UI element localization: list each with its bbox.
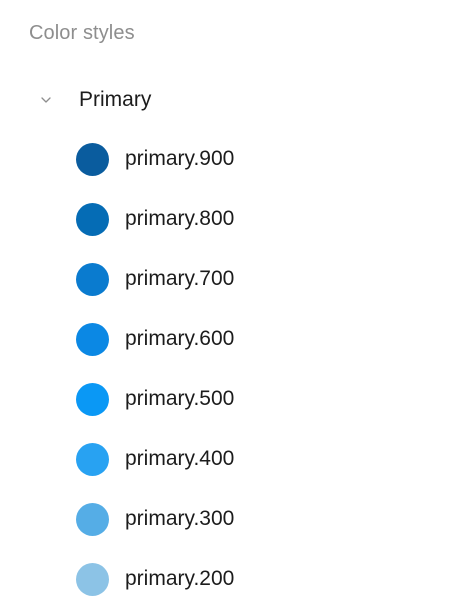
color-style-list: primary.900 primary.800 primary.700 prim… xyxy=(0,139,474,604)
color-style-label: primary.900 xyxy=(125,147,235,170)
color-style-item[interactable]: primary.600 xyxy=(0,319,474,379)
color-style-label: primary.800 xyxy=(125,207,235,230)
color-style-label: primary.300 xyxy=(125,507,235,530)
color-swatch xyxy=(76,443,109,476)
color-style-item[interactable]: primary.200 xyxy=(0,559,474,604)
color-swatch xyxy=(76,203,109,236)
color-swatch xyxy=(76,323,109,356)
group-label: Primary xyxy=(79,88,152,111)
color-swatch xyxy=(76,143,109,176)
color-style-label: primary.700 xyxy=(125,267,235,290)
color-swatch xyxy=(76,503,109,536)
chevron-down-icon[interactable] xyxy=(38,92,54,108)
color-style-item[interactable]: primary.900 xyxy=(0,139,474,199)
color-style-item[interactable]: primary.500 xyxy=(0,379,474,439)
color-style-label: primary.200 xyxy=(125,567,235,590)
color-style-item[interactable]: primary.800 xyxy=(0,199,474,259)
color-style-item[interactable]: primary.400 xyxy=(0,439,474,499)
color-style-item[interactable]: primary.300 xyxy=(0,499,474,559)
section-header: Color styles xyxy=(29,22,135,44)
color-style-label: primary.500 xyxy=(125,387,235,410)
color-swatch xyxy=(76,263,109,296)
color-swatch xyxy=(76,563,109,596)
color-style-item[interactable]: primary.700 xyxy=(0,259,474,319)
color-swatch xyxy=(76,383,109,416)
color-group-primary[interactable]: Primary xyxy=(0,84,474,116)
color-style-label: primary.600 xyxy=(125,327,235,350)
color-style-label: primary.400 xyxy=(125,447,235,470)
